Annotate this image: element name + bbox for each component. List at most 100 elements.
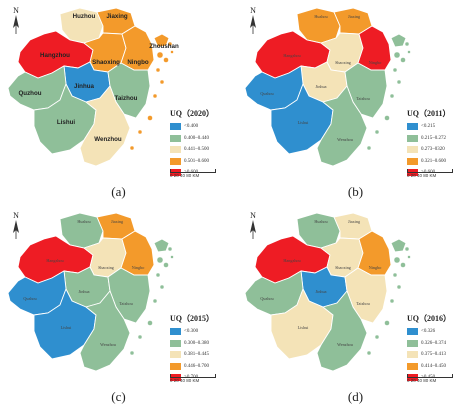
scale-bar-line <box>170 374 216 378</box>
panel-label: (b) <box>347 184 364 199</box>
city-label-taizhou: Taizhou <box>356 96 370 101</box>
region-ningbo <box>357 230 392 276</box>
region-zhoushan <box>390 238 407 253</box>
island-shape <box>366 145 372 151</box>
city-label-lishui: Lishui <box>298 325 310 330</box>
region-ningbo <box>120 230 155 276</box>
scale-label: 0 20 40 80 KM <box>407 378 437 383</box>
city-label-jinhua: Jinhua <box>79 289 90 294</box>
city-label-ningbo: Ningbo <box>127 59 149 66</box>
map-panel-a: Huzhou Jiaxing Hangzhou Shaoxing Ningbo Zhous… <box>0 0 237 205</box>
legend-item: 0.300–0.380 <box>170 338 240 350</box>
island-shape <box>389 298 395 304</box>
legend-label: 0.300–0.380 <box>184 340 209 346</box>
city-label-jiaxing: Jiaxing <box>111 219 124 224</box>
city-label-quzhou: Quzhou <box>260 91 274 96</box>
legend-label: <0.215 <box>421 124 436 130</box>
legend-swatch <box>170 146 181 154</box>
legend-label: 0.381–0.445 <box>184 352 209 358</box>
city-label-hangzhou: Hangzhou <box>283 258 301 263</box>
region-wenzhou <box>316 85 368 167</box>
legend-title: UQ（2011） <box>407 109 451 118</box>
island-shape <box>404 41 410 47</box>
legend-label: <0.300 <box>184 329 199 335</box>
legend-swatch <box>170 157 181 165</box>
island-shape <box>156 256 164 264</box>
island-shape <box>147 320 153 326</box>
island-shape <box>366 350 372 356</box>
north-arrow-icon: N <box>247 6 259 36</box>
city-label-hangzhou: Hangzhou <box>46 258 64 263</box>
city-label-shaoxing: Shaoxing <box>335 60 352 65</box>
island-shape <box>159 284 165 290</box>
region-ningbo <box>357 25 392 71</box>
legend-swatch <box>170 123 181 131</box>
city-label-lishui: Lishui <box>61 325 73 330</box>
region-ningbo <box>120 25 155 71</box>
legend-swatch <box>407 351 418 359</box>
panel-label: (c) <box>111 389 126 404</box>
island-shape <box>396 79 402 85</box>
legend: UQ（2016） <0.326 0.326–0.374 0.375–0.413 0.41… <box>407 313 474 384</box>
island-shape <box>163 262 169 268</box>
panel-label: (a) <box>111 184 126 199</box>
legend-label: <0.326 <box>421 329 436 335</box>
city-label-zhoushan: Zhoushan <box>149 43 179 50</box>
island-shape <box>152 93 158 99</box>
legend-item: 0.321–0.600 <box>407 156 474 168</box>
city-label-shaoxing: Shaoxing <box>335 265 352 270</box>
legend-item: <0.300 <box>170 326 240 338</box>
city-label-jiaxing: Jiaxing <box>106 13 128 20</box>
island-shape <box>393 51 401 59</box>
legend-label: 0.375–0.413 <box>421 352 446 358</box>
city-label-wenzhou: Wenzhou <box>337 137 354 142</box>
island-shape <box>389 93 395 99</box>
island-shape <box>407 255 411 259</box>
north-label: N <box>13 6 19 15</box>
scale-bar: 0 20 40 80 KM <box>407 169 469 181</box>
city-label-jinhua: Jinhua <box>316 289 327 294</box>
legend-swatch <box>407 134 418 142</box>
island-shape <box>374 129 380 135</box>
legend-item: 0.414–0.450 <box>407 361 474 373</box>
city-label-shaoxing: Shaoxing <box>92 59 120 66</box>
island-shape <box>167 41 173 47</box>
scale-label: 0 20 40 80 KM <box>407 173 437 178</box>
city-label-wenzhou: Wenzhou <box>100 342 117 347</box>
legend-swatch <box>407 146 418 154</box>
region-zhoushan <box>390 33 407 48</box>
legend-item: <0.326 <box>407 326 474 338</box>
city-label-huzhou: Huzhou <box>77 219 91 224</box>
island-shape <box>159 79 165 85</box>
island-shape <box>170 50 174 54</box>
island-shape <box>129 145 135 151</box>
island-shape <box>170 255 174 259</box>
legend-item: 0.400–0.440 <box>170 133 240 145</box>
island-shape <box>404 246 410 252</box>
city-label-jiaxing: Jiaxing <box>348 219 361 224</box>
legend-item: 0.326–0.374 <box>407 338 474 350</box>
legend-label: 0.441–0.500 <box>184 147 209 153</box>
north-arrow-icon: N <box>10 6 22 36</box>
island-shape <box>129 350 135 356</box>
city-label-jiaxing: Jiaxing <box>348 14 361 19</box>
city-label-jinhua: Jinhua <box>316 84 327 89</box>
scale-label: 0 20 40 80 KM <box>170 378 200 383</box>
city-label-wenzhou: Wenzhou <box>337 342 354 347</box>
island-shape <box>137 129 143 135</box>
legend: UQ（2020） <0.400 0.400–0.440 0.441–0.500 0.50… <box>170 108 240 179</box>
island-shape <box>384 320 390 326</box>
legend-label: 0.446–0.700 <box>184 363 209 369</box>
island-shape <box>155 272 161 278</box>
scale-bar-line <box>170 169 216 173</box>
city-label-huzhou: Huzhou <box>314 219 328 224</box>
legend-item: 0.375–0.413 <box>407 349 474 361</box>
north-arrow-icon: N <box>247 211 259 241</box>
scale-bar-line <box>407 374 453 378</box>
legend-item: <0.400 <box>170 121 240 133</box>
island-shape <box>163 57 169 63</box>
legend-swatch <box>407 328 418 336</box>
city-label-quzhou: Quzhou <box>18 90 41 97</box>
city-label-taizhou: Taizhou <box>115 95 138 102</box>
legend-swatch <box>170 351 181 359</box>
